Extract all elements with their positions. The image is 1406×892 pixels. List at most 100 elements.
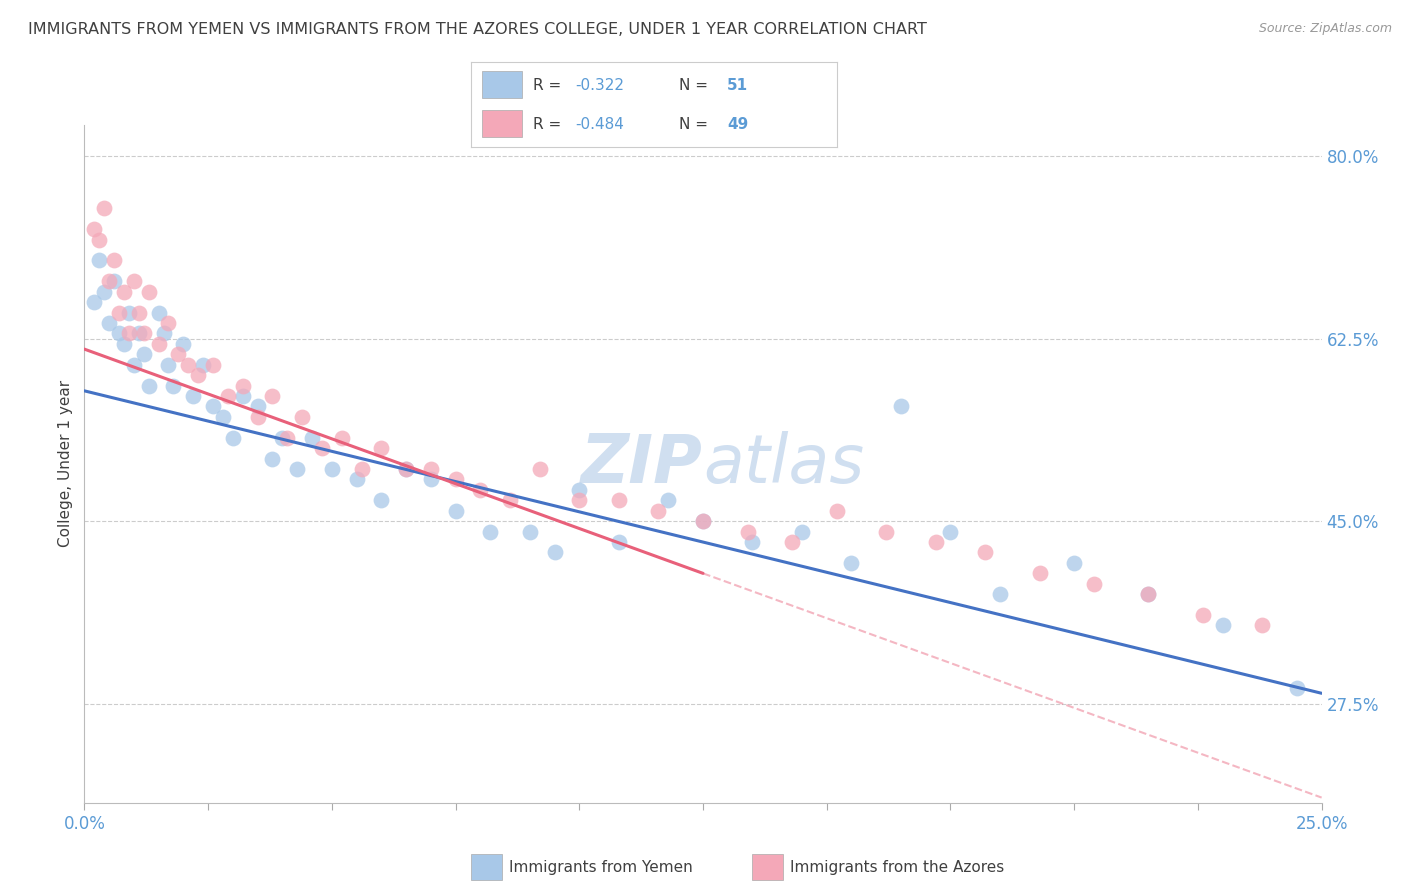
Point (647, 504, 669, 518)
Point (395, 462, 418, 476)
Point (132, 326, 155, 341)
Point (692, 514, 714, 528)
Point (112, 285, 135, 299)
FancyBboxPatch shape (482, 71, 522, 98)
Point (93, 285, 115, 299)
Point (444, 504, 467, 518)
Text: Source: ZipAtlas.com: Source: ZipAtlas.com (1258, 22, 1392, 36)
Point (419, 462, 441, 476)
Point (103, 253, 125, 268)
Point (285, 462, 308, 476)
Point (122, 358, 145, 372)
Point (790, 524, 813, 539)
Point (988, 587, 1011, 601)
Point (157, 316, 180, 330)
Point (202, 400, 225, 414)
Point (311, 441, 333, 455)
Point (98, 274, 121, 288)
Y-axis label: College, Under 1 year: College, Under 1 year (58, 380, 73, 548)
Point (370, 493, 392, 508)
Point (276, 431, 298, 445)
Point (543, 545, 565, 559)
Point (93, 202, 115, 216)
Point (167, 347, 190, 361)
Point (444, 473, 467, 487)
Point (841, 556, 863, 570)
Point (83, 295, 105, 310)
Point (148, 305, 170, 319)
Point (177, 358, 200, 372)
Point (108, 326, 131, 341)
Point (181, 389, 204, 403)
Point (138, 378, 160, 392)
Point (108, 305, 131, 319)
Point (157, 358, 180, 372)
Point (89, 233, 111, 247)
Text: N =: N = (679, 117, 713, 132)
Point (568, 493, 591, 508)
Point (89, 253, 111, 268)
Point (212, 409, 235, 424)
Point (232, 389, 254, 403)
Point (1285, 681, 1308, 695)
Point (780, 535, 803, 549)
Point (395, 462, 418, 476)
Point (83, 222, 105, 236)
Point (692, 514, 714, 528)
Point (98, 316, 121, 330)
Point (741, 535, 763, 549)
Text: R =: R = (533, 78, 567, 93)
Point (187, 368, 209, 383)
Point (737, 524, 759, 539)
Point (191, 358, 214, 372)
Point (924, 535, 946, 549)
Point (103, 274, 125, 288)
Point (262, 389, 284, 403)
Point (1083, 576, 1105, 591)
Point (138, 285, 160, 299)
Point (246, 409, 269, 424)
Point (202, 358, 225, 372)
Point (321, 462, 343, 476)
Text: -0.484: -0.484 (575, 117, 624, 132)
Text: ZIP: ZIP (581, 431, 703, 497)
Point (1137, 587, 1160, 601)
Text: Immigrants from Yemen: Immigrants from Yemen (509, 860, 693, 874)
Point (246, 400, 269, 414)
Text: R =: R = (533, 117, 567, 132)
Point (128, 326, 150, 341)
Point (132, 347, 155, 361)
Point (148, 337, 170, 351)
Point (330, 431, 353, 445)
Text: -0.322: -0.322 (575, 78, 624, 93)
Point (291, 409, 314, 424)
Point (890, 400, 912, 414)
Point (346, 473, 368, 487)
Point (519, 524, 541, 539)
Point (112, 337, 135, 351)
Point (479, 524, 502, 539)
Text: 51: 51 (727, 78, 748, 93)
Point (128, 305, 150, 319)
Point (939, 524, 962, 539)
Point (1251, 618, 1274, 632)
Point (1028, 566, 1050, 581)
Point (370, 441, 392, 455)
Point (470, 483, 492, 497)
Point (217, 389, 239, 403)
Point (271, 431, 294, 445)
Point (118, 326, 141, 341)
Point (122, 274, 145, 288)
Point (262, 451, 284, 466)
Point (419, 473, 441, 487)
Point (568, 483, 591, 497)
Point (152, 326, 174, 341)
Point (607, 535, 630, 549)
Point (875, 524, 897, 539)
Text: Immigrants from the Azores: Immigrants from the Azores (790, 860, 1004, 874)
Point (825, 504, 848, 518)
Text: 49: 49 (727, 117, 748, 132)
Text: IMMIGRANTS FROM YEMEN VS IMMIGRANTS FROM THE AZORES COLLEGE, UNDER 1 YEAR CORREL: IMMIGRANTS FROM YEMEN VS IMMIGRANTS FROM… (28, 22, 927, 37)
Point (232, 378, 254, 392)
Point (172, 337, 194, 351)
